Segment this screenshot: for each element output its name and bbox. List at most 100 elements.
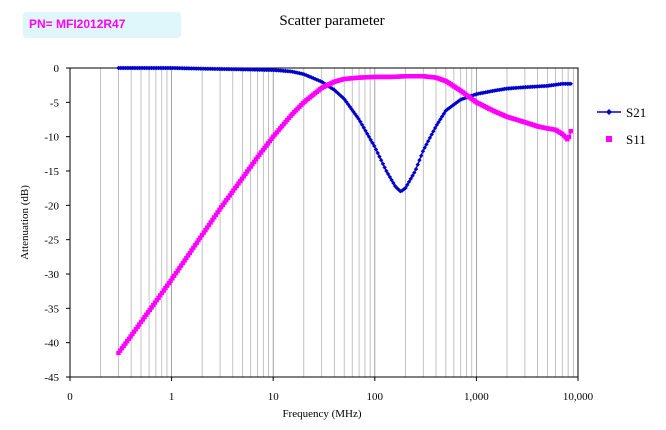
data-point-s11 — [119, 346, 125, 351]
data-point-s21 — [412, 170, 417, 175]
data-point-s11 — [145, 310, 151, 315]
series-line-s21 — [118, 67, 571, 193]
data-point-s21 — [410, 173, 415, 178]
data-point-s11 — [215, 210, 220, 215]
data-point-s11 — [168, 278, 173, 283]
data-point-s21 — [568, 81, 574, 86]
y-tick-label: -25 — [44, 235, 59, 247]
data-point-s11 — [124, 339, 130, 344]
data-point-s11 — [137, 322, 142, 327]
y-axis-label: Attenuation (dB) — [19, 185, 31, 260]
data-point-s21 — [389, 177, 394, 183]
data-point-s21 — [321, 80, 326, 86]
data-point-s21 — [382, 165, 387, 170]
data-point-s21 — [394, 185, 400, 191]
data-point-s11 — [208, 220, 213, 225]
data-point-s21 — [385, 171, 391, 177]
data-point-s11 — [121, 343, 126, 349]
y-tick-label: 0 — [54, 63, 60, 75]
data-point-s11 — [262, 145, 267, 151]
series-s21 — [116, 65, 574, 194]
data-point-s21 — [452, 102, 457, 107]
data-point-s21 — [356, 116, 361, 122]
data-point-s11 — [128, 334, 133, 339]
data-point-s21 — [420, 149, 426, 154]
legend-item-s21: S21 — [597, 105, 646, 120]
data-point-s11 — [164, 283, 170, 288]
data-point-s21 — [377, 154, 382, 159]
data-point-s11 — [131, 329, 137, 334]
data-point-s21 — [459, 97, 464, 102]
data-point-s11 — [565, 137, 570, 142]
y-tick-label: -30 — [44, 269, 59, 281]
data-point-s21 — [441, 111, 447, 116]
data-point-s21 — [422, 145, 427, 150]
data-point-s11 — [243, 171, 248, 177]
data-point-s11 — [175, 268, 180, 273]
data-point-s11 — [144, 312, 149, 317]
plot-area — [69, 67, 579, 378]
data-point-s21 — [363, 128, 368, 133]
data-point-s21 — [429, 132, 434, 137]
data-point-s11 — [159, 290, 165, 296]
axis-ticks: 0 1 10 100 1,000 10,000 0 -5 -10 -15 -20 -25 -30 -35 -… — [44, 63, 593, 403]
data-point-s11 — [210, 217, 215, 223]
data-point-s11 — [250, 162, 255, 167]
legend-label-s21: S21 — [626, 105, 646, 120]
data-point-s11 — [161, 288, 166, 293]
data-point-s11 — [269, 136, 274, 141]
data-point-s11 — [163, 285, 168, 291]
data-point-s21 — [391, 180, 396, 186]
data-point-s11 — [222, 200, 227, 205]
data-point-s11 — [123, 341, 128, 346]
data-point-s11 — [224, 197, 229, 203]
data-point-s11 — [205, 225, 210, 230]
data-point-s21 — [375, 150, 380, 156]
data-point-s11 — [177, 265, 182, 271]
data-point-s11 — [227, 193, 233, 198]
data-point-s11 — [166, 281, 172, 286]
data-point-s11 — [154, 298, 159, 303]
data-point-s11 — [116, 350, 121, 356]
y-tick-label: -15 — [44, 166, 59, 178]
data-point-s11 — [267, 138, 273, 144]
data-point-s11 — [133, 327, 139, 332]
data-point-s11 — [147, 307, 152, 313]
data-point-s11 — [173, 271, 179, 276]
data-point-s21 — [405, 182, 410, 188]
data-point-s11 — [246, 166, 252, 172]
data-point-s11 — [196, 238, 201, 243]
data-point-s11 — [218, 205, 224, 210]
data-point-s21 — [372, 143, 377, 149]
data-point-s21 — [403, 185, 408, 191]
data-point-s11 — [149, 305, 154, 310]
x-axis-label: Frequency (MHz) — [282, 408, 361, 420]
data-point-s11 — [238, 178, 243, 184]
data-point-s11 — [171, 273, 177, 278]
data-point-s21 — [434, 122, 440, 128]
data-point-s11 — [152, 300, 158, 305]
data-point-s11 — [203, 227, 208, 233]
data-point-s21 — [424, 142, 429, 147]
data-point-s11 — [189, 248, 194, 253]
legend-marker-s21 — [606, 109, 612, 115]
data-point-s21 — [427, 135, 433, 141]
data-point-s21 — [309, 75, 314, 80]
data-point-s21 — [436, 119, 441, 125]
data-point-s21 — [406, 179, 412, 185]
data-point-s21 — [311, 76, 316, 81]
data-point-s11 — [568, 128, 574, 134]
data-point-s21 — [439, 114, 445, 119]
data-point-s21 — [425, 138, 431, 144]
data-point-s21 — [359, 122, 365, 127]
data-point-s11 — [118, 348, 123, 353]
x-tick-label: 10,000 — [563, 391, 594, 403]
data-point-s11 — [178, 263, 184, 268]
data-point-s21 — [358, 119, 363, 124]
y-tick-label: -40 — [44, 338, 59, 350]
x-tick-label: 1,000 — [464, 391, 489, 403]
y-tick-label: -5 — [50, 97, 60, 109]
data-point-s11 — [241, 174, 246, 179]
data-point-s11 — [185, 253, 191, 258]
